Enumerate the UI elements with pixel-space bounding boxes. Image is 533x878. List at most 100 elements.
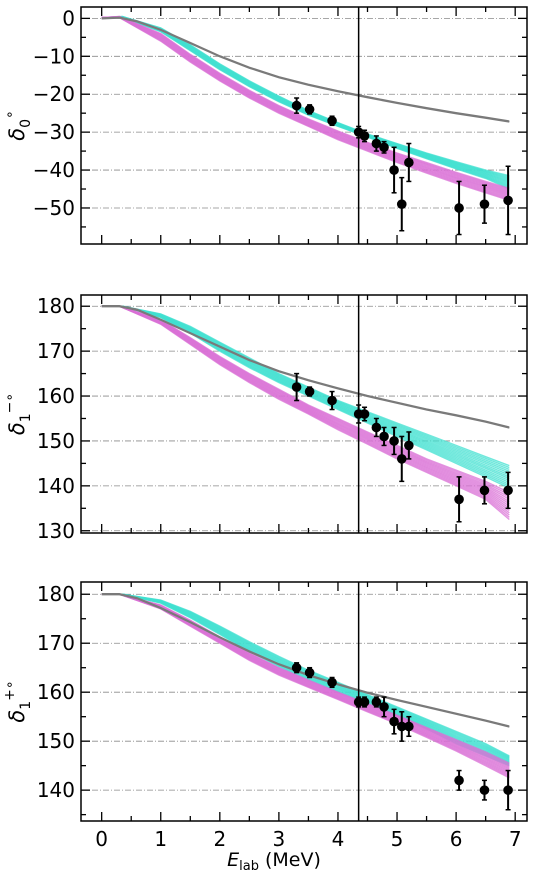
axes-frame	[80, 581, 528, 822]
gray-curve	[101, 306, 510, 429]
band-curve	[101, 305, 510, 469]
data-point	[503, 195, 513, 206]
y-axis-label-subscript: 1	[18, 701, 34, 710]
data-points	[291, 97, 513, 236]
xtick-label: 0	[95, 827, 108, 851]
y-axis-label: δ1+∘	[2, 680, 34, 722]
data-point	[327, 395, 337, 406]
y-axis-label-subscript: 1	[18, 413, 34, 422]
ytick-label: −20	[33, 82, 75, 106]
data-point	[503, 785, 513, 795]
xtick-label: 3	[273, 827, 286, 851]
data-point	[404, 721, 414, 732]
data-point	[389, 436, 399, 446]
ytick-label: 150	[37, 429, 75, 453]
band-cyan	[101, 305, 510, 489]
data-point	[396, 199, 407, 209]
xtick-label: 2	[213, 827, 226, 851]
ytick-label: 180	[37, 294, 75, 318]
y-axis-label: δ1−∘	[2, 393, 34, 435]
data-points	[291, 662, 513, 811]
y-axis-label: δ0∘	[2, 110, 34, 141]
ytick-label: 150	[37, 729, 75, 753]
data-point	[479, 785, 490, 795]
xtick-label: 1	[154, 827, 167, 851]
ytick-label: 140	[37, 778, 75, 802]
gray-curve	[101, 305, 510, 429]
band-magenta	[101, 593, 510, 779]
gray-curve	[101, 593, 510, 727]
data-point	[379, 702, 389, 712]
ytick-label: −50	[33, 196, 75, 220]
y-axis-label-superscript: −∘	[2, 393, 18, 414]
data-point	[327, 115, 337, 126]
data-point	[479, 485, 490, 496]
xtick-label: 7	[509, 827, 522, 851]
ytick-label: −30	[33, 120, 75, 144]
ytick-label: −40	[33, 158, 75, 182]
band-curve	[101, 305, 510, 467]
x-axis-label-symbol: E	[227, 849, 239, 871]
y-axis-label-subscript: 0	[18, 119, 34, 128]
ytick-label: −10	[33, 44, 75, 68]
xtick-label: 5	[391, 827, 404, 851]
data-point	[389, 716, 399, 727]
data-point	[404, 157, 414, 168]
ytick-label: 130	[37, 519, 75, 543]
data-point	[304, 386, 315, 397]
band-curve	[101, 593, 510, 764]
axes-frame	[80, 294, 528, 534]
x-axis-label-unit: (MeV)	[259, 849, 321, 871]
x-axis-label: Elab (MeV)	[227, 849, 321, 874]
band-magenta	[101, 15, 510, 202]
data-point	[396, 454, 407, 464]
data-point	[371, 138, 382, 149]
data-point	[359, 697, 370, 707]
ytick-label: 170	[37, 339, 75, 363]
band-curve	[101, 15, 510, 189]
gray-curves	[101, 305, 510, 429]
data-point	[327, 677, 337, 688]
gray-curve	[101, 16, 510, 122]
data-point	[396, 721, 407, 732]
data-point	[359, 409, 370, 419]
y-axis-label-symbol: δ	[5, 710, 29, 723]
gray-curve	[101, 17, 510, 123]
y-axis-label-symbol: δ	[5, 422, 29, 435]
gray-curves	[101, 16, 510, 123]
gray-curve	[101, 593, 510, 728]
axes-frame	[80, 6, 528, 245]
data-point	[304, 667, 315, 678]
data-point	[379, 431, 389, 442]
ytick-label: 160	[37, 384, 75, 408]
band-curve	[101, 16, 510, 195]
panel-top: 0 −10 −20 −30 −40 −50 δ0∘	[2, 6, 528, 245]
data-point	[379, 142, 389, 153]
gray-curves	[101, 593, 510, 728]
band-curve	[101, 305, 510, 494]
gray-curve	[101, 305, 510, 428]
data-point	[304, 104, 315, 115]
data-points	[291, 372, 513, 523]
data-point	[404, 440, 414, 451]
gray-curve	[101, 17, 510, 123]
data-point	[371, 422, 382, 433]
band-magenta	[101, 305, 510, 521]
data-point	[291, 100, 302, 111]
y-axis-label-superscript: ∘	[2, 110, 18, 119]
data-point	[454, 494, 464, 505]
xtick-label: 6	[450, 827, 463, 851]
ytick-label: 180	[37, 582, 75, 606]
ytick-label: 170	[37, 631, 75, 655]
data-point	[291, 382, 302, 392]
gray-curve	[101, 594, 510, 728]
y-axis-label-symbol: δ	[5, 128, 29, 141]
ytick-label: 160	[37, 680, 75, 704]
data-point	[291, 662, 302, 673]
data-point	[454, 203, 464, 213]
data-point	[359, 131, 370, 141]
ytick-label: 140	[37, 474, 75, 498]
band-curve	[101, 305, 510, 471]
